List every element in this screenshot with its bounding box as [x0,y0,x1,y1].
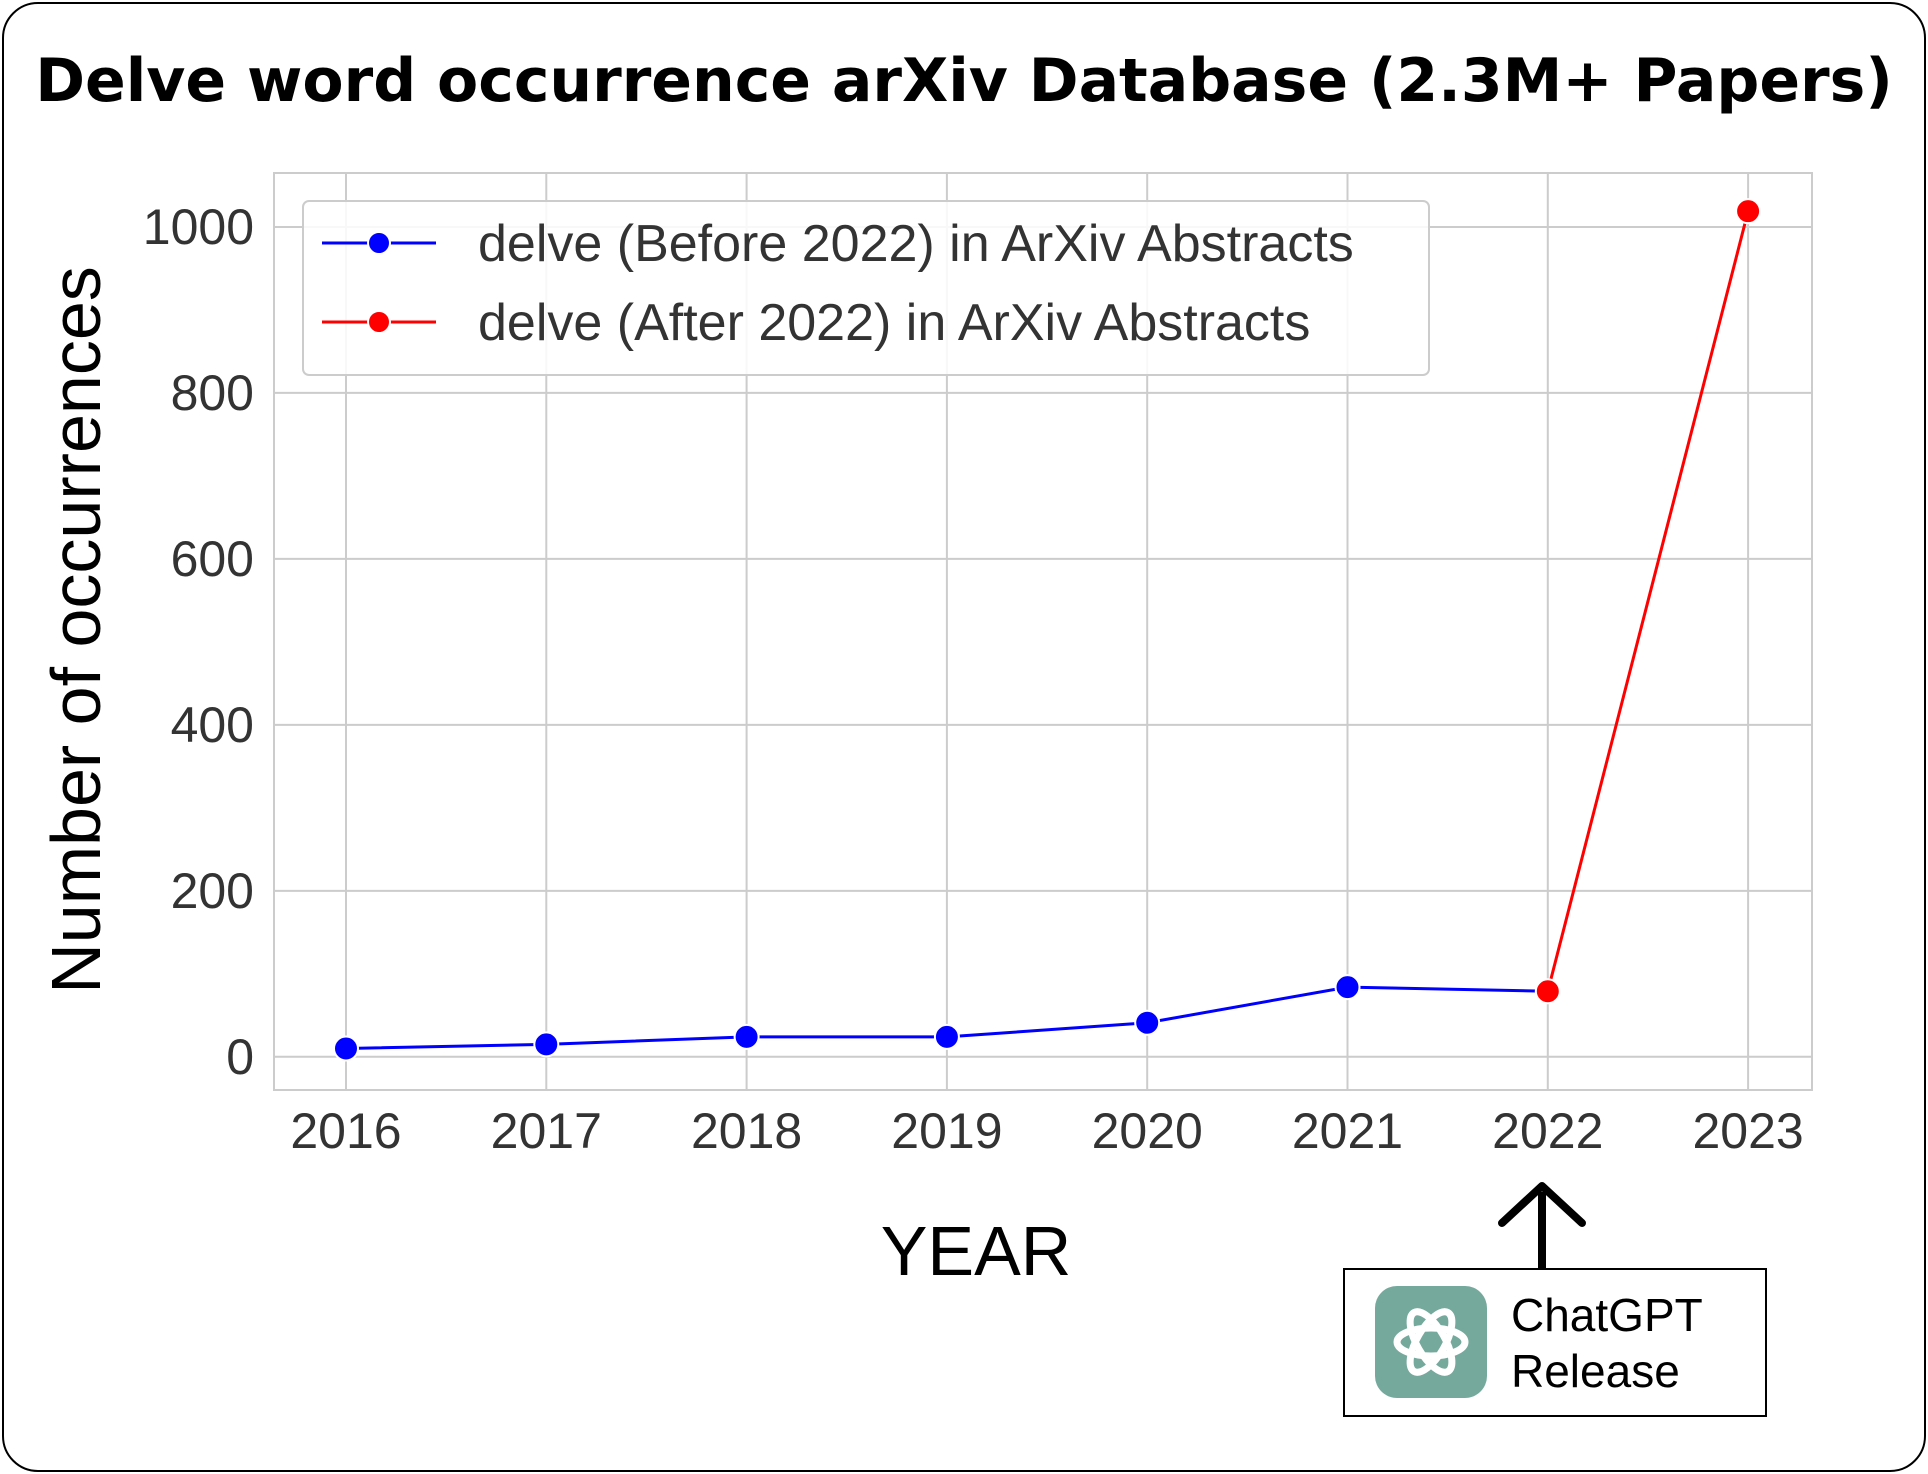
x-axis-title: YEAR [881,1212,1072,1290]
plot-area-border [273,172,1813,1091]
legend-label-before: delve (Before 2022) in ArXiv Abstracts [478,215,1354,273]
arrow-up-icon [1498,1182,1586,1268]
x-tick-label: 2016 [290,1103,401,1159]
y-tick-label: 200 [171,863,254,919]
y-tick-label: 400 [171,697,254,753]
data-point-after [1735,198,1762,225]
callout-text-line2: Release [1511,1345,1680,1397]
chatgpt-logo-icon [1375,1286,1487,1398]
series [333,198,1762,1062]
legend: delve (Before 2022) in ArXiv Abstracts d… [302,200,1430,376]
legend-label-after: delve (After 2022) in ArXiv Abstracts [478,294,1310,352]
data-point-after [1534,978,1561,1005]
chart-title: Delve word occurrence arXiv Database (2.… [35,46,1893,116]
x-tick-label: 2023 [1692,1103,1803,1159]
data-point-before [533,1031,560,1058]
x-tick-label: 2020 [1092,1103,1203,1159]
x-tick-label: 2019 [891,1103,1002,1159]
data-point-before [1134,1009,1161,1036]
x-tick-label: 2017 [491,1103,602,1159]
legend-marker-after [367,310,391,334]
tick-labels: 2016 2017 2018 2019 2020 2021 2022 2023 0 200 400 6… [143,199,1804,1159]
data-point-before [933,1023,960,1050]
legend-marker-before [367,231,391,255]
series-line-after [1546,210,1750,992]
x-tick-label: 2022 [1492,1103,1603,1159]
y-tick-label: 800 [171,365,254,421]
data-point-before [733,1023,760,1050]
y-tick-label: 0 [226,1029,254,1085]
y-axis-title: Number of occurrences [37,266,115,994]
y-tick-label: 600 [171,531,254,587]
legend-box [302,200,1430,376]
x-tick-label: 2018 [691,1103,802,1159]
y-tick-label: 1000 [143,199,254,255]
data-point-before [333,1035,359,1062]
data-point-before [1334,974,1361,1001]
chatgpt-release-callout: ChatGPT Release [1343,1268,1767,1417]
x-tick-label: 2021 [1292,1103,1403,1159]
callout-text-line1: ChatGPT [1511,1289,1703,1341]
